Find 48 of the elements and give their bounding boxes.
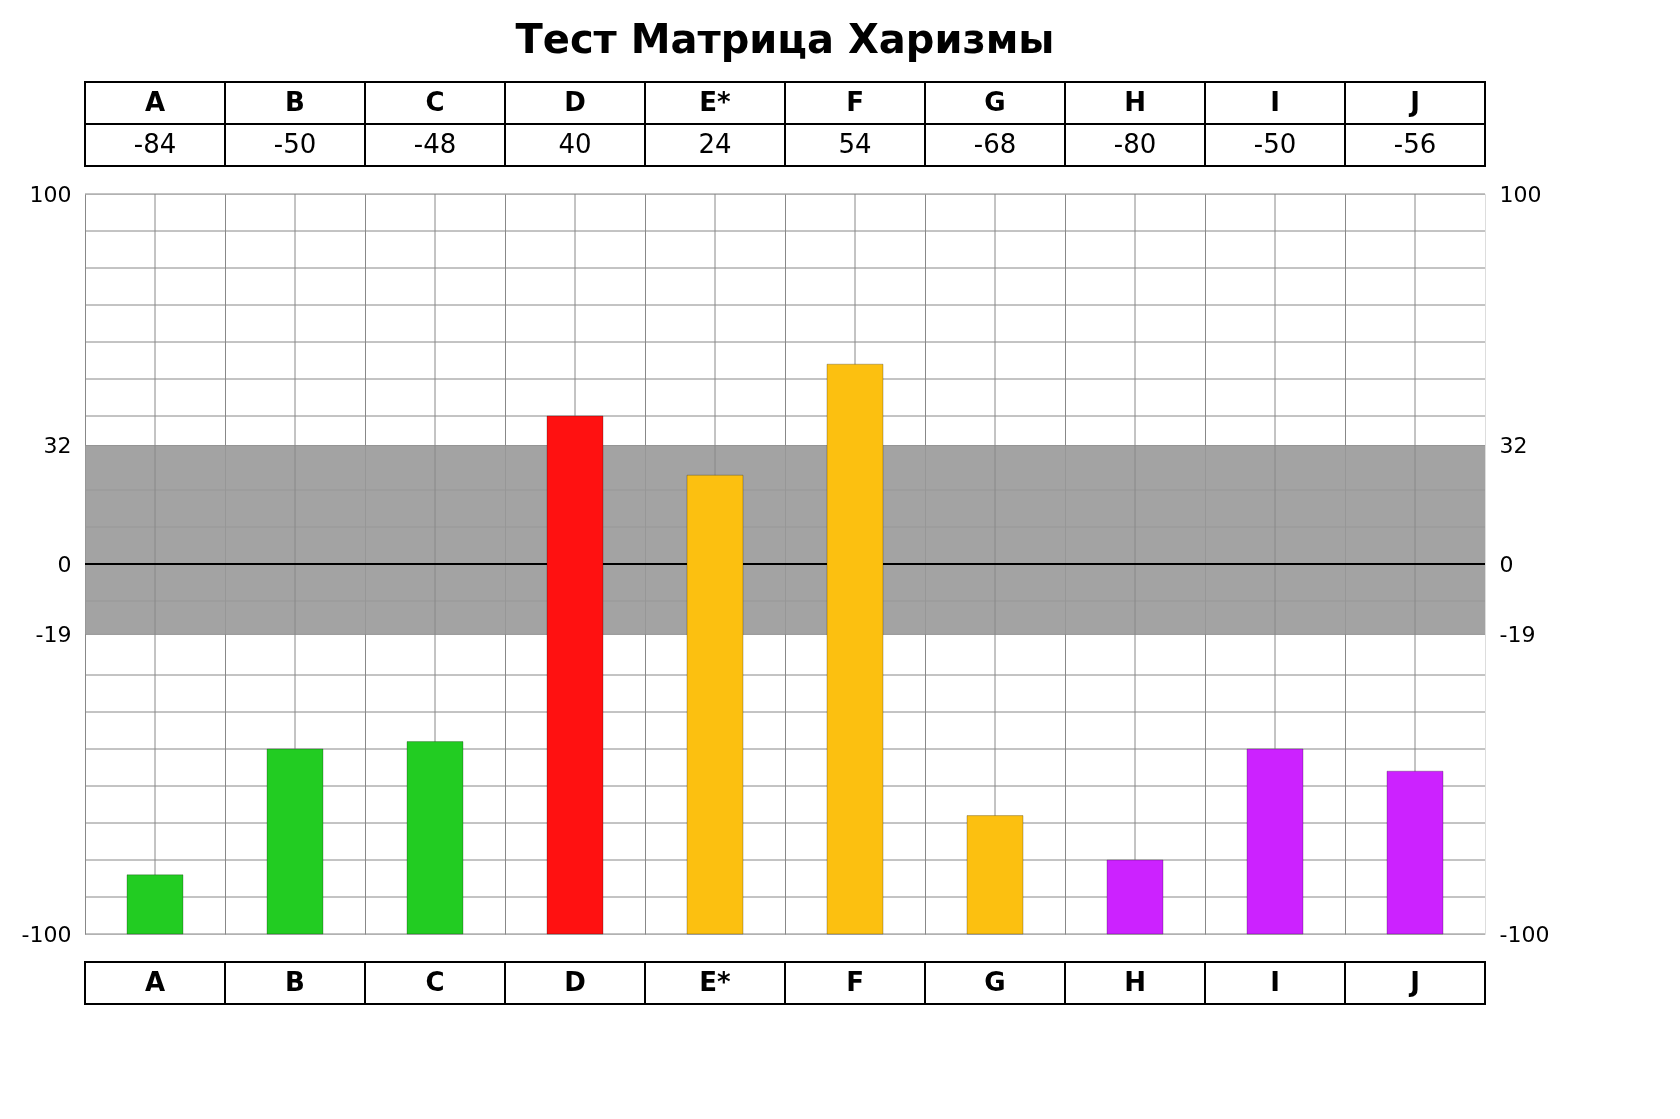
y-tick-label: 100	[29, 181, 72, 207]
chart-title: Тест Матрица Харизмы	[515, 15, 1055, 62]
x-tick-label: A	[144, 967, 166, 997]
x-tick-label: E*	[699, 967, 732, 997]
x-tick-label: C	[425, 967, 445, 997]
data-label: 54	[838, 129, 872, 159]
bar	[266, 748, 324, 935]
data-label: 40	[558, 129, 592, 159]
y2-tick-label: -100	[1499, 921, 1550, 947]
y-tick-label: 0	[57, 551, 72, 577]
y2-tick-label: -19	[1499, 621, 1536, 647]
y2-tick-label: 100	[1499, 181, 1542, 207]
data-label: -50	[273, 129, 317, 159]
category-label: F	[846, 87, 864, 117]
x-tick-label: I	[1270, 967, 1280, 997]
data-label: -56	[1393, 129, 1437, 159]
bar	[966, 815, 1024, 935]
y-tick-label: -19	[35, 621, 72, 647]
category-label: E*	[699, 87, 731, 117]
bar	[126, 874, 184, 935]
data-label: -48	[413, 129, 457, 159]
x-tick-label: G	[984, 967, 1006, 997]
data-label: -80	[1113, 129, 1157, 159]
category-label: H	[1124, 87, 1146, 117]
category-label: C	[425, 87, 445, 117]
bar	[406, 741, 464, 935]
y-tick-label: -100	[21, 921, 72, 947]
data-label: -84	[133, 129, 177, 159]
category-label: B	[285, 87, 305, 117]
category-label: I	[1270, 87, 1280, 117]
bar	[1246, 748, 1304, 935]
y2-tick-label: 32	[1499, 433, 1528, 459]
y-tick-label: 32	[43, 433, 72, 459]
data-label: -68	[973, 129, 1017, 159]
bar	[1106, 859, 1164, 935]
category-label: D	[564, 87, 586, 117]
x-tick-label: B	[285, 967, 305, 997]
x-tick-label: H	[1124, 967, 1146, 997]
x-tick-label: F	[846, 967, 864, 997]
category-label: A	[144, 87, 166, 117]
category-label: J	[1410, 87, 1420, 117]
y2-tick-label: 0	[1499, 551, 1514, 577]
data-label: 24	[698, 129, 732, 159]
data-label: -50	[1253, 129, 1297, 159]
bar	[1386, 770, 1444, 935]
x-tick-label: D	[564, 967, 586, 997]
category-label: G	[984, 87, 1006, 117]
x-tick-label: J	[1408, 967, 1420, 997]
